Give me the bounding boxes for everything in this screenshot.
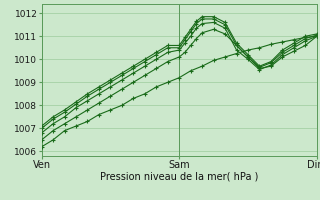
X-axis label: Pression niveau de la mer( hPa ): Pression niveau de la mer( hPa ) [100,172,258,182]
